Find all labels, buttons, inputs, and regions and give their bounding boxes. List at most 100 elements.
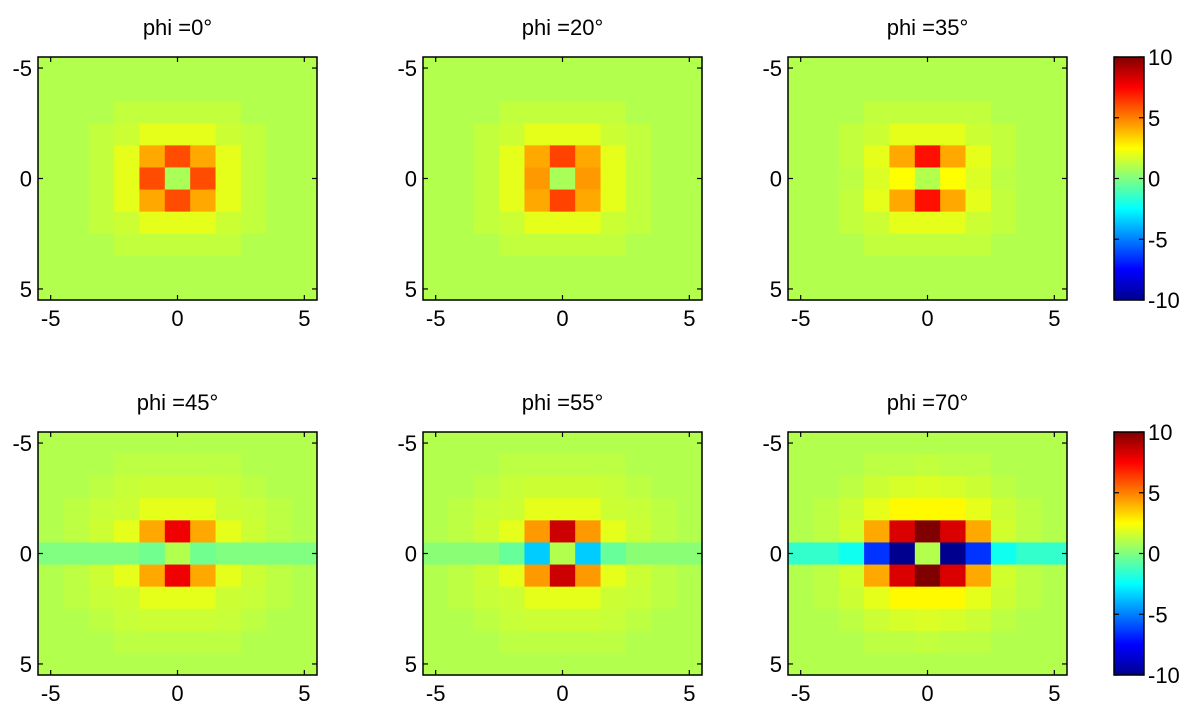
heatmap-cell [215,211,242,235]
heatmap-cell [164,520,191,544]
heatmap-cell [266,564,293,588]
x-tick-label: -5 [791,681,811,706]
heatmap-cell [600,189,627,213]
heatmap-cell [448,211,475,235]
heatmap-cell [838,520,865,544]
heatmap-cell [63,277,90,301]
heatmap-cell [1016,123,1043,146]
heatmap-cell [215,454,242,477]
heatmap-cell [625,498,652,521]
heatmap-cell [625,454,652,477]
panel-title: phi =20° [522,15,604,40]
heatmap-cell [838,255,865,279]
heatmap-cell [266,476,293,499]
heatmap-cell [1016,564,1043,588]
heatmap-cell [1016,542,1043,566]
heatmap-cell [965,189,992,213]
heatmap-cell [215,277,242,301]
heatmap-cell [164,167,191,191]
heatmap-cell [940,498,967,521]
heatmap-cell [940,476,967,499]
heatmap-cell [473,211,500,235]
heatmap-cell [240,145,267,169]
heatmap-cell [63,498,90,521]
heatmap-cell [914,189,941,213]
heatmap-cell [448,233,475,257]
heatmap-cell [473,189,500,213]
heatmap-cell [990,101,1017,124]
heatmap-cell [524,476,551,499]
heatmap-cell [813,630,840,654]
heatmap-cell [139,542,166,566]
heatmap-cell [63,123,90,146]
heatmap-cell [676,498,703,521]
heatmap-cell [240,564,267,588]
heatmap-cell [625,233,652,257]
heatmap-cell [914,233,941,257]
heatmap-cell [990,123,1017,146]
heatmap-cell [215,189,242,213]
heatmap-cell [864,255,891,279]
heatmap-cell [1041,101,1068,124]
heatmap-cell [240,123,267,146]
heatmap-cell [990,255,1017,279]
heatmap-cell [914,255,941,279]
heatmap-cell [38,233,64,257]
heatmap-cell [240,586,267,610]
heatmap-cell [990,211,1017,235]
heatmap-cell [889,145,916,169]
heatmap-cell [63,145,90,169]
heatmap-cell [549,189,576,213]
heatmap-cell [524,520,551,544]
heatmap-cell [63,652,90,676]
heatmap-cell [625,586,652,610]
heatmap-cell [139,79,166,102]
heatmap-cell [1016,189,1043,213]
heatmap-cell [88,520,115,544]
heatmap-cell [940,630,967,654]
heatmap-cell [549,101,576,124]
heatmap-cell [448,79,475,102]
heatmap-cell [676,167,703,191]
heatmap-cell [499,630,526,654]
heatmap-cell [240,101,267,124]
heatmap-cell [914,57,941,80]
heatmap-cell [889,520,916,544]
heatmap-cell [676,233,703,257]
heatmap-cell [114,211,141,235]
heatmap-cell [473,454,500,477]
heatmap-cell [1041,79,1068,102]
heatmap-cell [266,167,293,191]
heatmap-cell [114,630,141,654]
heatmap-cell [625,211,652,235]
colorbar-tick-label: 0 [1148,167,1160,192]
heatmap-cell [940,454,967,477]
colorbar-tick-label: -10 [1148,663,1180,688]
heatmap-cell [499,498,526,521]
heatmap-cell [990,57,1017,80]
heatmap-cell [499,233,526,257]
heatmap-cell [63,564,90,588]
heatmap-cell [651,498,678,521]
heatmap-cell [190,542,217,566]
heatmap-cell [266,520,293,544]
heatmap-cell [575,630,602,654]
heatmap-cell [448,101,475,124]
heatmap-cell [864,101,891,124]
heatmap-cell [600,608,627,632]
heatmap-cell [600,101,627,124]
heatmap-cell [575,608,602,632]
heatmap-cell [549,145,576,169]
heatmap-cell [813,542,840,566]
heatmap-cell [139,255,166,279]
x-tick-label: 5 [683,681,695,706]
heatmap-cell [889,454,916,477]
heatmap-cell [423,101,449,124]
heatmap-cell [965,608,992,632]
heatmap-cell [838,542,865,566]
heatmap-cell [423,255,449,279]
heatmap-cell [524,454,551,477]
heatmap-cell [423,498,449,521]
heatmap-cell [524,145,551,169]
heatmap-cell [600,432,627,455]
